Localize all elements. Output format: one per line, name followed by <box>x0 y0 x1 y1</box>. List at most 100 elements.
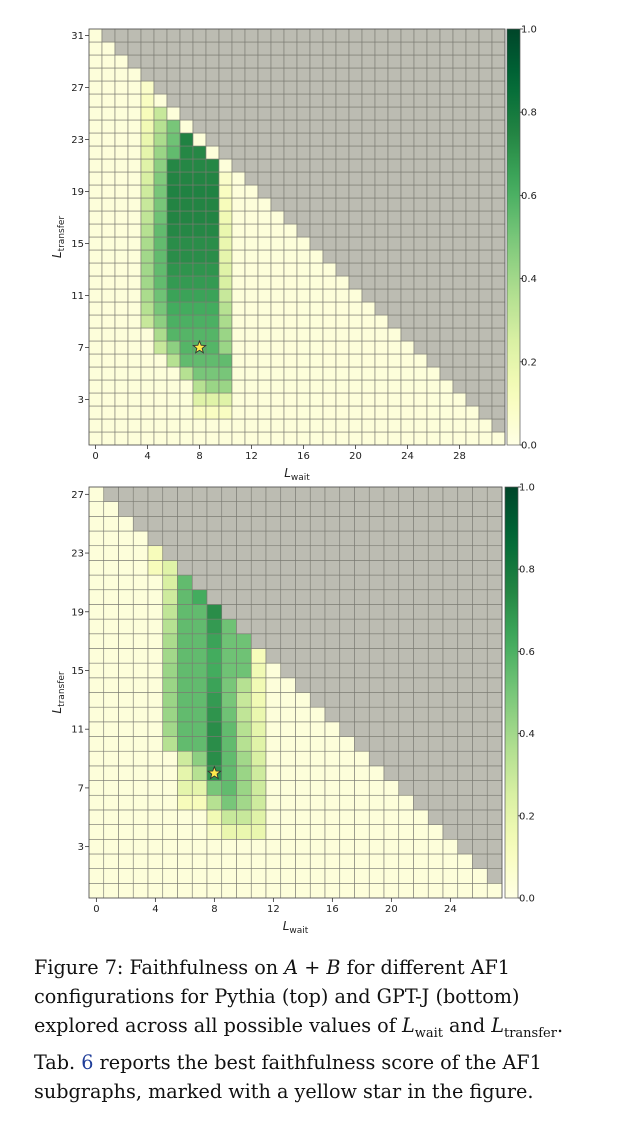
heatmap-cell <box>205 171 220 186</box>
heatmap-cell <box>322 171 337 186</box>
heatmap-cell <box>179 54 194 69</box>
heatmap-cell <box>348 54 363 69</box>
heatmap-cell <box>361 392 376 407</box>
heatmap-cell <box>427 853 444 869</box>
heatmap-cell <box>114 132 129 147</box>
heatmap-cell <box>309 431 324 446</box>
heatmap-cell <box>374 301 389 316</box>
heatmap-cell <box>452 379 467 394</box>
heatmap-cell <box>472 648 488 664</box>
heatmap-cell <box>295 545 311 561</box>
heatmap-cell <box>250 838 267 855</box>
heatmap-cell <box>280 662 296 679</box>
heatmap-cell <box>442 809 459 825</box>
heatmap-cell <box>335 67 350 82</box>
heatmap-cell <box>335 405 350 420</box>
heatmap-cell <box>413 301 428 316</box>
heatmap-cell <box>147 853 164 869</box>
heatmap-cell <box>324 765 341 781</box>
heatmap-cell <box>88 574 105 591</box>
heatmap-cell <box>413 184 428 199</box>
heatmap-cell <box>166 288 181 303</box>
heatmap-cell <box>324 486 341 502</box>
heatmap-cell <box>205 236 220 251</box>
heatmap-cell <box>283 418 298 433</box>
heatmap-cell <box>191 604 208 620</box>
heatmap-cell <box>374 353 389 368</box>
heatmap-cell <box>296 340 311 355</box>
heatmap-cell <box>339 662 355 679</box>
heatmap-cell <box>426 145 441 160</box>
heatmap-cell <box>452 405 467 420</box>
heatmap-cell <box>192 418 207 433</box>
heatmap-cell <box>387 262 402 277</box>
heatmap-cell <box>309 145 324 160</box>
heatmap-cell <box>218 288 233 303</box>
heatmap-cell <box>179 431 194 446</box>
heatmap-cell <box>295 530 311 547</box>
y-tick-label: 15 <box>71 666 84 677</box>
heatmap-cell <box>439 392 454 407</box>
heatmap-cell <box>206 868 223 884</box>
heatmap-cell <box>472 589 488 605</box>
heatmap-cell <box>442 765 459 781</box>
heatmap-cell <box>179 418 194 433</box>
heatmap-cell <box>339 721 355 737</box>
heatmap-cell <box>265 838 282 855</box>
colorbar-tick-label: 0.2 <box>519 811 535 822</box>
heatmap-cell <box>147 721 164 737</box>
heatmap-cell <box>218 418 233 433</box>
colorbar-tick-label: 0.8 <box>521 108 537 119</box>
heatmap-cell <box>250 589 267 605</box>
heatmap-cell <box>439 314 454 329</box>
heatmap-cell <box>387 145 402 160</box>
heatmap-cell <box>309 809 326 825</box>
heatmap-cell <box>166 119 181 134</box>
heatmap-cell <box>348 327 363 342</box>
heatmap-cell <box>221 853 237 869</box>
heatmap-cell <box>147 736 164 752</box>
heatmap-cell <box>147 633 164 649</box>
heatmap-cell <box>439 301 454 316</box>
heatmap-cell <box>383 589 400 605</box>
heatmap-cell <box>280 677 296 693</box>
heatmap-cell <box>295 560 311 576</box>
heatmap-cell <box>192 106 207 121</box>
heatmap-cell <box>153 210 168 225</box>
heatmap-cell <box>140 275 155 290</box>
heatmap-cell <box>270 249 285 264</box>
heatmap-cell <box>387 93 402 108</box>
heatmap-cell <box>192 210 207 225</box>
heatmap-cell <box>491 392 506 407</box>
heatmap-cell <box>465 28 480 43</box>
heatmap-cell <box>457 750 473 767</box>
heatmap-cell <box>270 379 285 394</box>
heatmap-cell <box>427 604 444 620</box>
heatmap-cell <box>127 405 142 420</box>
heatmap-cell <box>400 80 415 95</box>
table-ref-link[interactable]: 6 <box>81 1050 94 1074</box>
heatmap-cell <box>387 431 402 446</box>
heatmap-cell <box>452 327 467 342</box>
heatmap-cell <box>413 236 428 251</box>
heatmap-cell <box>179 210 194 225</box>
heatmap-cell <box>296 28 311 43</box>
heatmap-cell <box>383 530 400 547</box>
heatmap-cell <box>354 780 370 796</box>
heatmap-cell <box>387 54 402 69</box>
heatmap-cell <box>348 158 363 173</box>
heatmap-cell <box>88 41 103 56</box>
heatmap-cell <box>374 379 389 394</box>
heatmap-cell <box>88 589 105 605</box>
heatmap-cell <box>127 80 142 95</box>
heatmap-cell <box>162 883 178 899</box>
heatmap-cell <box>147 780 164 796</box>
heatmap-cell <box>442 853 459 869</box>
heatmap-cell <box>192 28 207 43</box>
heatmap-cell <box>296 41 311 56</box>
heatmap-cell <box>166 262 181 277</box>
heatmap-cell <box>452 41 467 56</box>
heatmap-cell <box>270 158 285 173</box>
heatmap-cell <box>147 692 164 708</box>
heatmap-cell <box>368 853 385 869</box>
